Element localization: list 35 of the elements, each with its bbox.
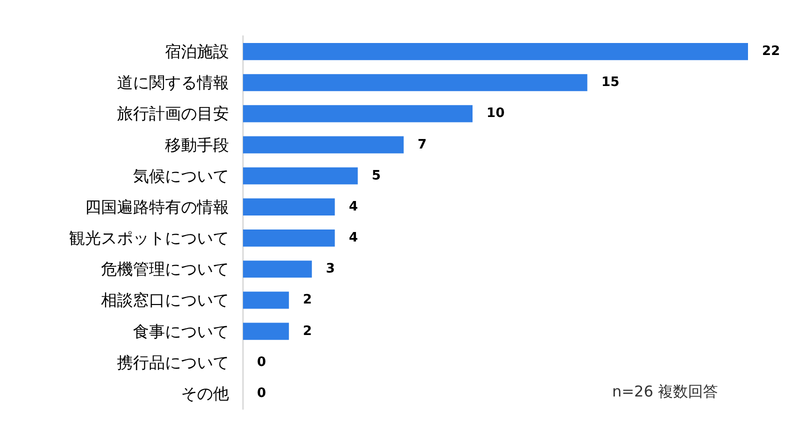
bar [243, 74, 588, 92]
data-label: 15 [601, 75, 620, 90]
data-label: 2 [302, 324, 312, 339]
y-tick-label: 携行品について [117, 352, 229, 372]
y-tick-label: 旅行計画の目安 [117, 104, 229, 124]
y-tick-label: 四国遍路特有の情報 [85, 197, 229, 216]
data-label: 0 [257, 386, 266, 401]
data-label: 5 [372, 168, 381, 184]
y-tick-label: 宿泊施設 [165, 42, 229, 62]
y-tick-label: 危機管理について [101, 260, 229, 279]
bar [243, 292, 289, 309]
data-label: 3 [326, 262, 335, 277]
data-label: 4 [348, 230, 358, 246]
y-tick-label: 移動手段 [165, 135, 229, 154]
y-tick-label: 相談窓口について [101, 290, 229, 310]
bar [243, 260, 312, 278]
y-tick-label: 食事について [133, 322, 229, 341]
annotation: n=26 複数回答 [612, 382, 718, 400]
data-label: 0 [257, 354, 266, 370]
y-tick-label: その他 [181, 384, 229, 403]
y-tick-label: 観光スポットについて [69, 228, 229, 248]
bar [243, 105, 473, 122]
y-tick-label: 道に関する情報 [117, 73, 229, 92]
bar [243, 322, 289, 340]
bar [243, 167, 358, 184]
bar [243, 229, 335, 247]
data-label: 7 [418, 137, 427, 152]
data-label: 22 [762, 44, 780, 60]
data-label: 2 [302, 292, 312, 308]
data-label: 4 [348, 199, 358, 214]
y-tick-label: 気候について [133, 166, 229, 186]
bar [243, 42, 748, 60]
bar [243, 198, 335, 216]
data-label: 10 [486, 106, 505, 122]
bar [243, 136, 404, 154]
